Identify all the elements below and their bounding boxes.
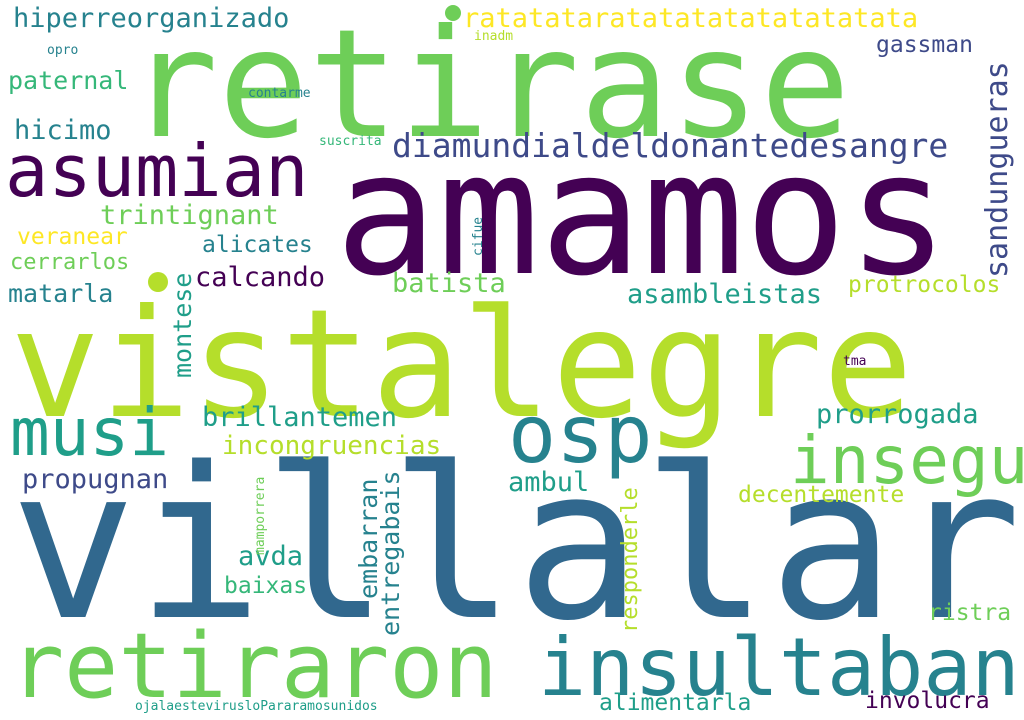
word-trintignant: trintignant [100,200,279,231]
word-protrocolos: protrocolos [848,272,1001,298]
word-baixas: baixas [224,573,308,599]
word-inadm: inadm [474,29,514,44]
word-retiraron: retiraron [10,614,498,719]
word-matarla: matarla [8,279,114,308]
word-propugnan: propugnan [22,464,169,495]
word-insultaban: insultaban [538,621,1020,714]
word-responderle: responderle [618,487,643,633]
word-alimentarla: alimentarla [599,690,752,716]
word-musi: musi [10,394,169,471]
word-hiperreorganizado: hiperreorganizado [13,3,290,34]
word-vistalegre: vistalegre [10,278,914,452]
word-cerrarlos: cerrarlos [10,250,130,275]
word-batista: batista [392,268,506,299]
word-veranear: veranear [17,224,128,250]
dot-ornament [445,5,461,21]
word-ambul: ambul [508,467,590,498]
word-mamporrera: mamporrera [253,476,268,555]
word-suscrita: suscrita [319,134,382,149]
word-ristra: ristra [928,600,1012,626]
word-insegu: insegu [790,422,1024,499]
word-gassman: gassman [876,32,973,58]
word-tma: tma [843,354,867,369]
word-ojalaestevirusloPararamosunidos: ojalaestevirusloPararamosunidos [135,699,378,714]
word-amamos: amamos [335,116,950,314]
word-asumian: asumian [5,129,309,213]
word-entregabais: entregabais [376,470,405,636]
word-osp: osp [508,388,653,481]
word-villalar: villalar [10,422,1022,667]
word-diamundialdeldonantedesangre: diamundialdeldonantedesangre [392,126,949,165]
word-sandungueras: sandungueras [980,61,1015,278]
word-involucra: involucra [865,688,990,714]
word-cifue: cifue [471,216,486,256]
word-prorrogada: prorrogada [816,399,979,430]
word-paternal: paternal [8,66,129,95]
word-asambleistas: asambleistas [627,279,823,310]
word-decentemente: decentemente [738,482,905,508]
word-hicimo: hicimo [14,115,112,146]
word-avda: avda [238,541,304,572]
word-incongruencias: incongruencias [222,431,442,461]
word-brillantemen: brillantemen [202,402,398,433]
word-alicates: alicates [202,232,313,258]
word-montese: montese [168,272,197,378]
word-ratatataratatatatatatatatata: ratatataratatatatatatatatata [463,3,919,34]
word-opro: opro [47,43,79,58]
word-contarme: contarme [248,86,311,101]
dot-ornament [148,272,168,292]
word-retirase: retirase [128,0,851,172]
word-calcando: calcando [195,262,326,293]
